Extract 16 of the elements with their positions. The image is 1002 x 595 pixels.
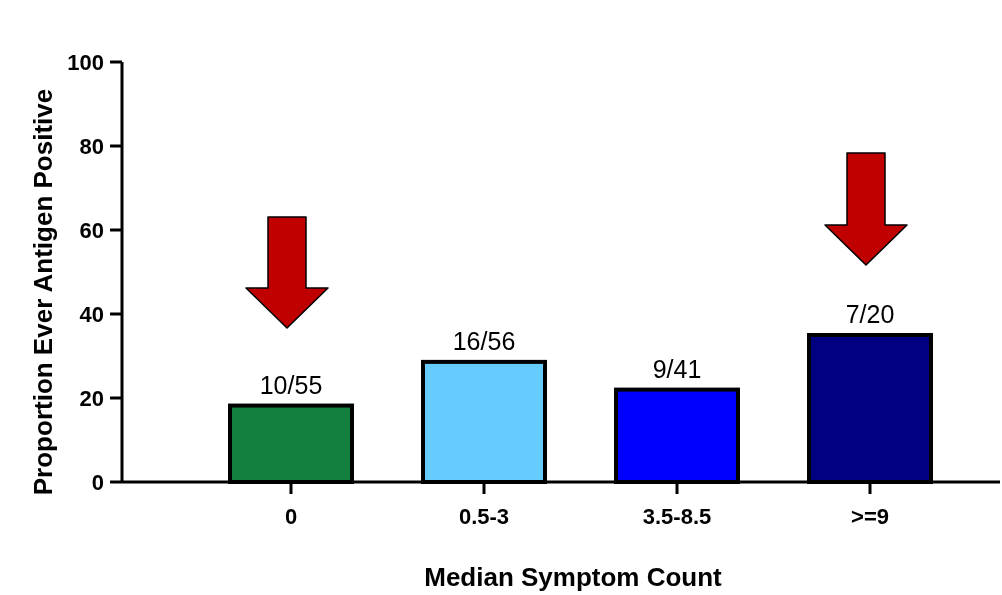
y-tick-label: 0 bbox=[91, 469, 104, 495]
x-tick-label: 0.5-3 bbox=[458, 504, 510, 529]
data-label: 10/55 bbox=[259, 370, 323, 399]
y-tick-label: 100 bbox=[67, 49, 104, 75]
x-axis-title: Median Symptom Count bbox=[424, 562, 723, 592]
data-label: 16/56 bbox=[452, 326, 516, 355]
y-tick-label: 80 bbox=[79, 133, 104, 159]
x-tick-label: >=9 bbox=[851, 504, 889, 529]
y-tick-label: 60 bbox=[79, 217, 104, 243]
x-tick-label: 3.5-8.5 bbox=[642, 504, 712, 529]
data-label: 9/41 bbox=[652, 354, 702, 383]
y-tick-label: 40 bbox=[79, 301, 104, 327]
y-tick-label: 20 bbox=[79, 385, 104, 411]
x-tick-label: 0 bbox=[284, 504, 298, 529]
y-axis-title: Proportion Ever Antigen Positive bbox=[28, 88, 58, 496]
data-label: 7/20 bbox=[845, 300, 895, 328]
